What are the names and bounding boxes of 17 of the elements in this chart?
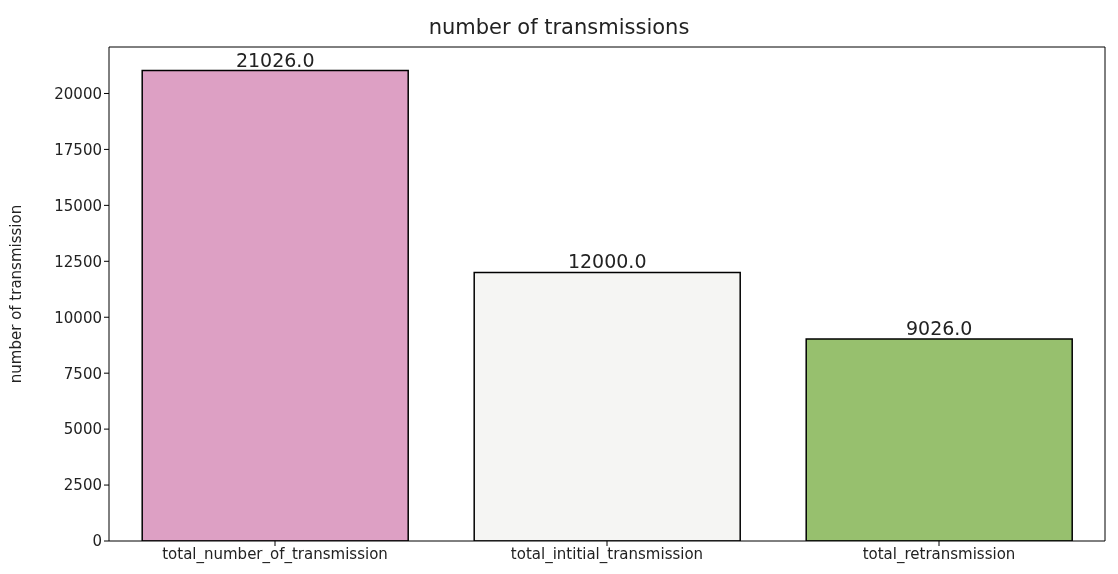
y-tick-label: 20000: [54, 84, 102, 103]
y-tick-label: 10000: [54, 308, 102, 327]
y-tick-label: 15000: [54, 196, 102, 215]
y-tick-label: 12500: [54, 252, 102, 271]
y-tick-label: 2500: [63, 476, 102, 495]
y-axis-title: number of transmission: [7, 204, 26, 384]
data-label: 9026.0: [905, 317, 973, 340]
y-tick-label: 5000: [63, 420, 102, 439]
x-tick-label: total_intitial_transmission: [510, 544, 704, 564]
x-tick-label: total_number_of_transmission: [162, 544, 388, 564]
y-tick-label: 17500: [54, 140, 102, 159]
y-tick-label: 7500: [63, 364, 102, 383]
y-tick-label: 0: [92, 532, 102, 551]
data-label: 12000.0: [567, 250, 647, 273]
x-tick-label: total_retransmission: [862, 544, 1016, 564]
data-label: 21026.0: [235, 48, 315, 71]
chart-title: number of transmissions: [427, 14, 691, 41]
